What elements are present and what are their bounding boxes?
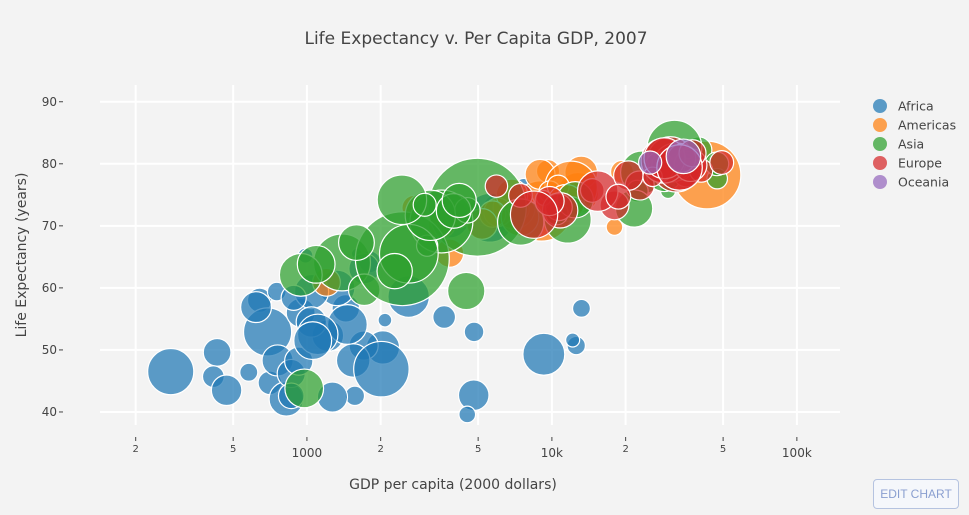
bubble-point[interactable] <box>202 337 232 367</box>
x-tick-label: 5 <box>230 444 236 455</box>
y-axis-ticks: 40 50 60 70 80 90 <box>42 95 63 419</box>
legend-label: Oceania <box>898 175 949 190</box>
bubbles <box>147 119 742 424</box>
bubble-point[interactable] <box>293 321 333 361</box>
legend-marker <box>873 118 887 132</box>
bubble-point[interactable] <box>412 192 437 217</box>
legend-label: Asia <box>898 137 924 152</box>
legend-marker <box>873 137 887 151</box>
bubble-point[interactable] <box>447 271 486 311</box>
bubble-point[interactable] <box>284 368 325 409</box>
bubble-point[interactable] <box>605 183 632 210</box>
chart-title: Life Expectancy v. Per Capita GDP, 2007 <box>304 29 647 49</box>
bubble-point[interactable] <box>376 252 413 290</box>
y-axis-label: Life Expectancy (years) <box>14 173 30 338</box>
bubble-point[interactable] <box>296 244 336 284</box>
bubble-point[interactable] <box>210 374 243 407</box>
legend-label: Americas <box>898 118 956 133</box>
legend-label: Africa <box>898 99 934 114</box>
legend-marker <box>873 99 887 113</box>
bubble-point[interactable] <box>377 312 393 328</box>
bubble-point[interactable] <box>353 340 410 398</box>
bubble-point[interactable] <box>571 298 592 318</box>
bubble-point[interactable] <box>147 347 195 396</box>
y-tick-label: 80 <box>42 157 57 171</box>
x-tick-label: 2 <box>622 444 628 455</box>
x-axis-ticks: 2 5 1000 2 5 10k 2 5 100k <box>133 437 812 460</box>
x-axis-label: GDP per capita (2000 dollars) <box>349 477 557 493</box>
bubble-point[interactable] <box>441 182 477 219</box>
bubble-point[interactable] <box>637 150 663 175</box>
x-tick-label: 2 <box>133 444 139 455</box>
x-tick-label: 5 <box>475 444 481 455</box>
legend-item-asia[interactable]: Asia <box>873 137 924 152</box>
series-oceania <box>637 138 702 175</box>
bubble-point[interactable] <box>509 190 559 239</box>
bubble-point[interactable] <box>240 291 273 324</box>
bubble-point[interactable] <box>457 379 490 412</box>
y-tick-label: 90 <box>42 95 57 109</box>
legend-item-europe[interactable]: Europe <box>873 156 942 171</box>
legend-item-oceania[interactable]: Oceania <box>873 175 949 190</box>
y-tick-label: 70 <box>42 219 57 233</box>
legend-marker <box>873 175 887 189</box>
x-tick-label: 100k <box>782 446 812 460</box>
y-tick-label: 60 <box>42 281 57 295</box>
bubble-point[interactable] <box>458 405 477 424</box>
x-tick-label: 1000 <box>292 446 323 460</box>
edit-chart-button[interactable]: EDIT CHART <box>873 479 959 509</box>
x-tick-label: 2 <box>377 444 383 455</box>
bubble-point[interactable] <box>463 321 485 343</box>
y-tick-label: 50 <box>42 343 57 357</box>
bubble-point[interactable] <box>432 305 457 329</box>
bubble-point[interactable] <box>337 224 375 262</box>
bubble-point[interactable] <box>709 150 735 176</box>
legend-marker <box>873 156 887 170</box>
y-tick-label: 40 <box>42 405 57 419</box>
x-tick-label: 5 <box>720 444 726 455</box>
x-tick-label: 10k <box>541 446 563 460</box>
bubble-point[interactable] <box>565 332 581 348</box>
bubble-point[interactable] <box>522 332 566 376</box>
legend-label: Europe <box>898 156 942 171</box>
bubble-point[interactable] <box>239 362 259 382</box>
bubble-point[interactable] <box>665 138 702 175</box>
bubble-point[interactable] <box>484 174 509 198</box>
legend: Africa Americas Asia Europe Oceania <box>873 99 956 190</box>
legend-item-africa[interactable]: Africa <box>873 99 934 114</box>
legend-item-americas[interactable]: Americas <box>873 118 956 133</box>
